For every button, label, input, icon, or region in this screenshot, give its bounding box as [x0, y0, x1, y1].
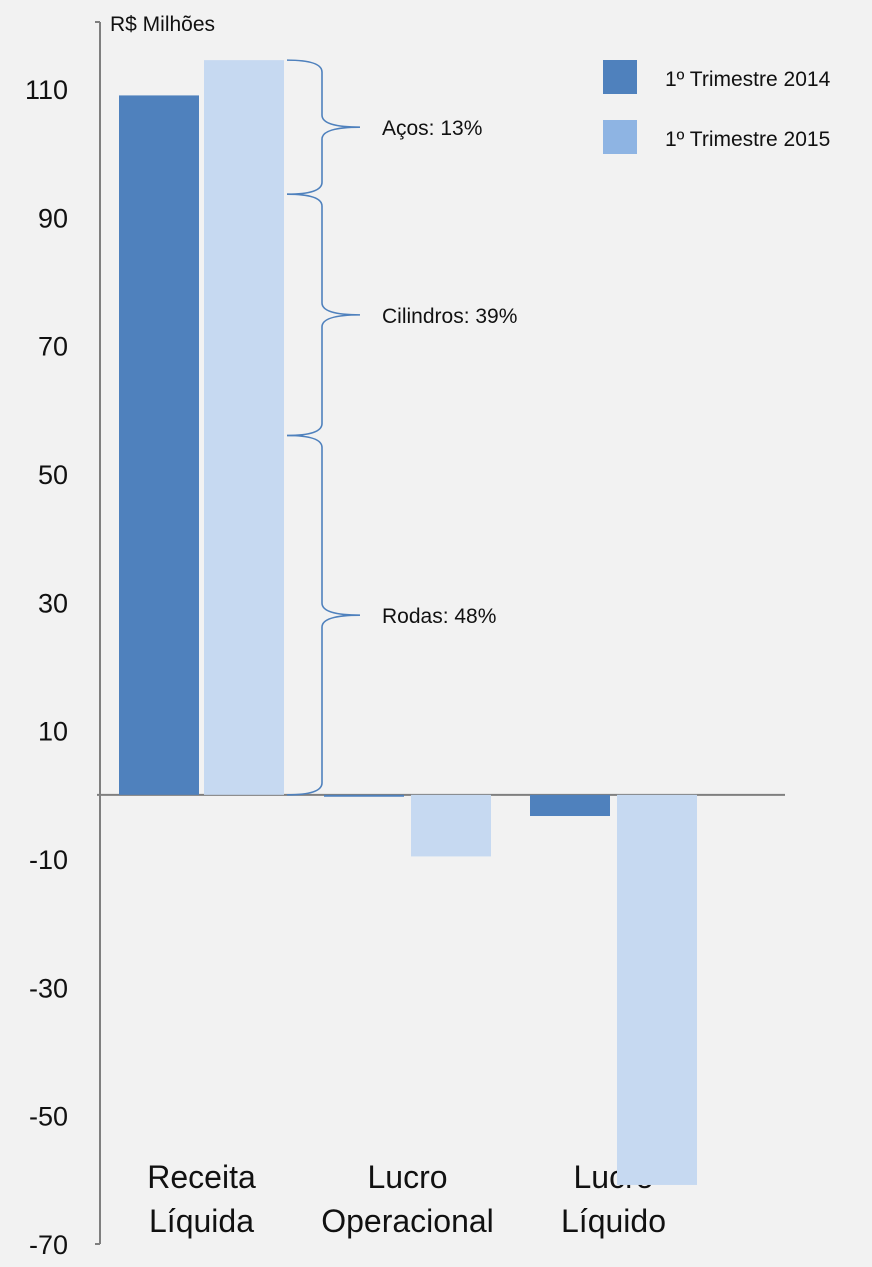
bar: [324, 794, 404, 797]
y-tick-label: -10: [29, 845, 68, 875]
segment-label: Rodas: 48%: [382, 605, 496, 628]
x-category-label: Líquida: [149, 1203, 254, 1239]
y-tick-label: 110: [25, 75, 68, 105]
x-category-label: Receita: [147, 1159, 256, 1195]
legend-swatch: [603, 120, 637, 154]
brace: [286, 434, 361, 796]
bars-group: [119, 60, 697, 1185]
y-tick-label: 70: [38, 332, 68, 362]
x-category-label: Operacional: [321, 1203, 494, 1239]
bar: [411, 794, 491, 857]
annotations-group: Aços: 13% Cilindros: 39% Rodas: 48%: [286, 59, 517, 796]
brace: [286, 59, 361, 196]
x-category-label: Lucro: [367, 1159, 447, 1195]
x-category-label: Líquido: [561, 1203, 666, 1239]
legend-label: 1º Trimestre 2015: [665, 128, 830, 151]
bar: [530, 794, 610, 817]
y-tick-label: -30: [29, 973, 68, 1003]
segment-label: Aços: 13%: [382, 117, 482, 140]
segment-label: Cilindros: 39%: [382, 305, 517, 328]
y-tick-label: -50: [29, 1102, 68, 1132]
bar: [617, 794, 697, 1185]
bar: [119, 95, 199, 795]
y-tick-label: 50: [38, 460, 68, 490]
y-unit-label: R$ Milhões: [110, 13, 215, 36]
y-tick-label: 90: [38, 203, 68, 233]
y-tick-label: 30: [38, 588, 68, 618]
axis-group: 110 90 70 50 30 10 -10 -30 -50 -70 Receita Líquida L…: [25, 21, 785, 1260]
y-tick-label: 10: [38, 717, 68, 747]
legend-group: 1º Trimestre 2014 1º Trimestre 2015: [603, 60, 831, 154]
bar: [204, 60, 284, 795]
brace: [286, 193, 361, 437]
legend-swatch: [603, 60, 637, 94]
y-tick-label: -70: [29, 1230, 68, 1260]
legend-label: 1º Trimestre 2014: [665, 68, 831, 91]
